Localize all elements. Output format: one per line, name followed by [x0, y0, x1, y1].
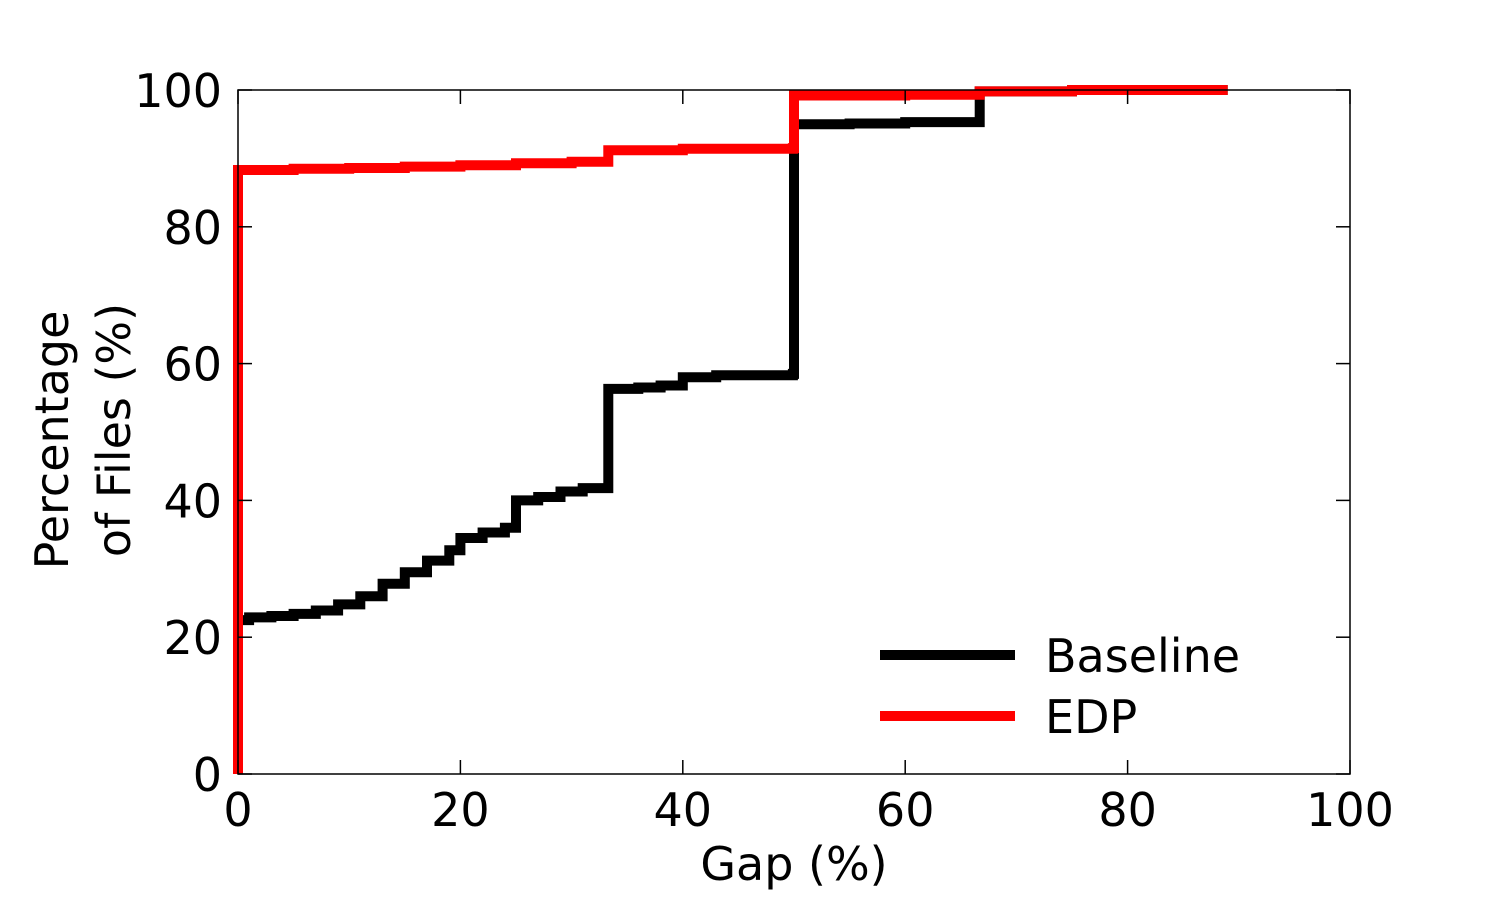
x-axis-label: Gap (%): [700, 837, 887, 891]
y-axis-label-line-2: of Files (%): [87, 303, 141, 557]
y-axis-label-line-1: Percentage: [25, 311, 79, 570]
x-tick-label: 20: [431, 783, 490, 837]
plot-frame: [237, 89, 1351, 775]
y-tick-label: 0: [193, 748, 222, 802]
legend-label-baseline: Baseline: [1045, 629, 1240, 683]
x-tick-label: 40: [654, 783, 713, 837]
x-tick-label: 80: [1098, 783, 1157, 837]
series-line-edp: [233, 85, 1228, 774]
legend-label-edp: EDP: [1045, 690, 1137, 744]
x-tick-label: 0: [223, 783, 252, 837]
x-tick-label: 60: [876, 783, 935, 837]
x-tick-label: 100: [1306, 783, 1394, 837]
y-tick-label: 100: [134, 64, 222, 118]
legend: Baseline EDP: [880, 629, 1240, 744]
y-tick-label: 80: [163, 201, 222, 255]
y-tick-label: 60: [163, 338, 222, 392]
series-layer: [233, 85, 1228, 774]
series-line-baseline: [238, 85, 1228, 626]
y-tick-label: 40: [163, 474, 222, 528]
ticks-layer: 0 20 40 60 80 100 0 20 40 60 80 100: [134, 64, 1394, 837]
y-tick-label: 20: [163, 611, 222, 665]
